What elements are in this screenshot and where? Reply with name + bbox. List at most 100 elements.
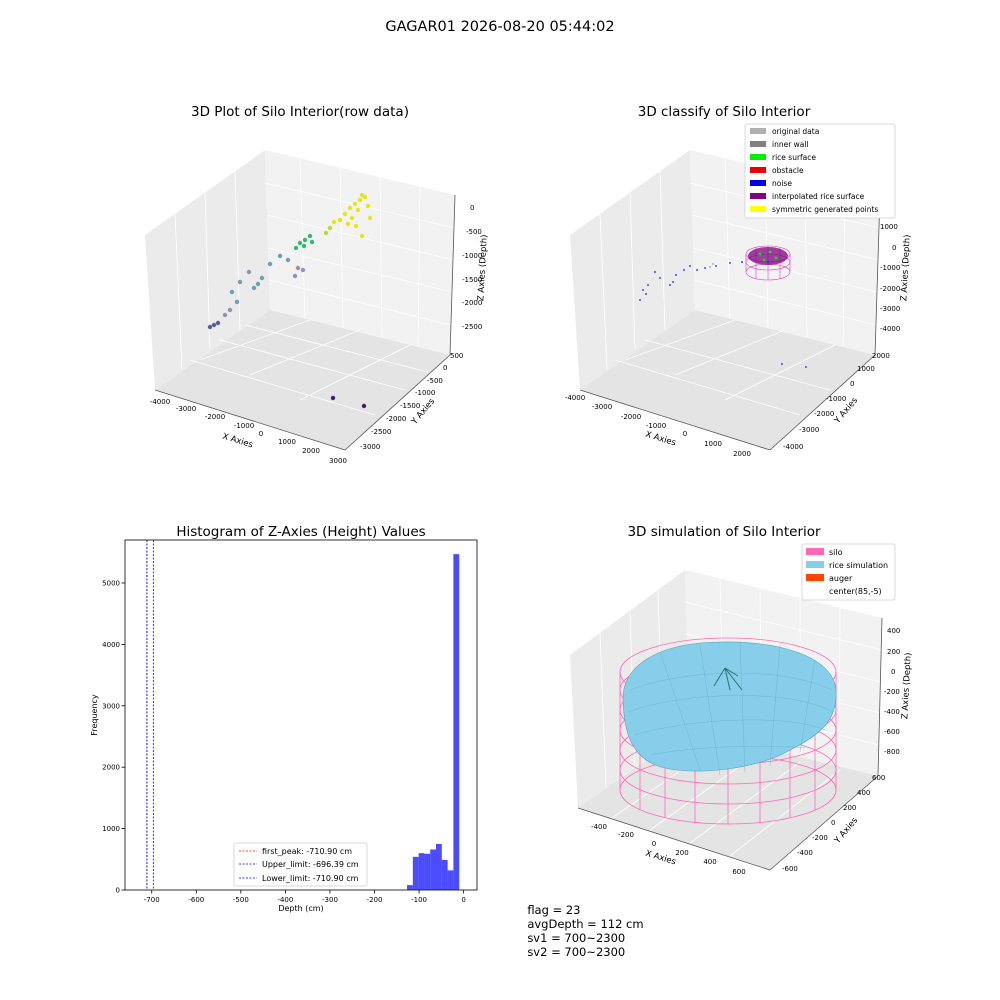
legend-label-original: original data (772, 127, 819, 136)
legend-label-first-peak: first_peak: -710.90 cm (262, 847, 352, 856)
y-tick-label: 3000 (102, 702, 120, 710)
classify-x-tick: 0 (683, 430, 687, 438)
classify-z-tick: -1000 (880, 264, 900, 272)
legend-label-silo: silo (829, 548, 843, 557)
classify-y-tick: 1000 (857, 365, 875, 373)
simulation-z-tick: 400 (887, 627, 900, 635)
histogram-title: Histogram of Z-Axies (Height) Values (176, 524, 425, 540)
status-footer: flag = 23 avgDepth = 112 cm sv1 = 700~23… (520, 889, 653, 959)
x-tick-label: -600 (188, 896, 204, 904)
simulation-x-axis-label: X Axies (644, 849, 677, 868)
simulation-y-tick: -400 (797, 849, 813, 857)
y-tick-label: 1000 (102, 825, 120, 833)
histogram-bar (418, 853, 425, 890)
simulation-x-tick: -400 (591, 823, 607, 831)
classify-y-tick: 2000 (872, 352, 890, 360)
raw-z-tick: -2000 (462, 299, 482, 307)
simulation-panel-title: 3D simulation of Silo Interior (627, 524, 821, 540)
simulation-y-tick: -600 (782, 865, 798, 873)
histogram-plot-area (124, 539, 478, 891)
legend-label-rice-simulation: rice simulation (829, 561, 888, 570)
legend-swatch-interpolated (750, 193, 766, 199)
legend-swatch-inner-wall (750, 141, 766, 147)
classify-y-tick: -3000 (799, 426, 819, 434)
raw-scatter-points (207, 192, 373, 409)
simulation-z-axis-label: Z Axies (Depth) (900, 652, 913, 719)
simulation-x-tick: 200 (675, 849, 688, 857)
histogram-bars (401, 554, 460, 890)
simulation-3d-panel: 3D simulation of Silo Interior (570, 524, 914, 876)
legend-label-rice-surface: rice surface (772, 153, 816, 162)
raw-y-tick: -1000 (415, 389, 435, 397)
histogram-bar (412, 856, 419, 890)
x-tick-label: -400 (277, 896, 293, 904)
classify-z-tick: -3000 (880, 305, 900, 313)
rice-simulation-surface (622, 641, 837, 772)
legend-label-center: center(85,-5) (829, 587, 882, 596)
y-tick-label: 2000 (102, 764, 120, 772)
classify-x-tick: -4000 (565, 394, 585, 402)
legend-label-interpolated: interpolated rice surface (772, 192, 865, 201)
raw-x-tick: 3000 (329, 457, 347, 465)
simulation-x-tick-labels: -400 -200 0 200 400 600 (591, 823, 746, 876)
raw-z-tick: -1500 (462, 276, 482, 284)
classify-legend-items: original data inner wall rice surface ob… (750, 127, 878, 214)
classify-y-tick: 0 (850, 380, 854, 388)
simulation-y-tick: -200 (812, 834, 828, 842)
legend-swatch-rice-simulation (806, 561, 824, 568)
simulation-z-tick: -800 (884, 748, 900, 756)
legend-swatch-rice-surface (750, 154, 766, 160)
simulation-legend-box (801, 543, 896, 601)
legend-swatch-center (806, 587, 824, 594)
y-tick-label: 0 (116, 887, 120, 895)
raw-z-tick: -1000 (462, 252, 482, 260)
raw-panel-title: 3D Plot of Silo Interior(row data) (191, 104, 409, 120)
classify-y-tick-labels: 2000 1000 0 -1000 -2000 -3000 -4000 (783, 352, 890, 451)
raw-z-tick: -2500 (462, 323, 482, 331)
histogram-bar (453, 554, 460, 890)
raw-3d-axes-box (145, 150, 456, 451)
histogram-y-axis-label: Frequency (90, 694, 99, 736)
sv2-text: sv2 = 700~2300 (527, 945, 626, 959)
histogram-x-axis-label: Depth (cm) (278, 904, 323, 913)
classify-rice-surface (758, 250, 778, 262)
legend-swatch-silo (806, 548, 824, 555)
y-tick-label: 5000 (102, 579, 120, 587)
classify-x-tick-labels: -4000 -3000 -2000 -1000 0 1000 2000 (565, 394, 751, 458)
simulation-y-tick: 200 (843, 804, 856, 812)
legend-label-lower-limit: Lower_limit: -710.90 cm (262, 874, 359, 883)
sv1-text: sv1 = 700~2300 (527, 931, 626, 945)
raw-z-tick: -500 (466, 228, 482, 236)
legend-label-upper-limit: Upper_limit: -696.39 cm (262, 860, 359, 869)
simulation-y-tick: 0 (831, 819, 835, 827)
legend-swatch-original (750, 128, 766, 134)
classify-z-tick: 1000 (880, 223, 898, 231)
classify-y-tick: -1000 (826, 395, 846, 403)
simulation-y-tick-labels: 600 400 200 0 -200 -400 -600 (782, 774, 885, 873)
classify-y-tick: -2000 (814, 410, 834, 418)
simulation-z-tick-labels: 400 200 0 -200 -400 -600 -800 (884, 627, 900, 756)
simulation-z-tick: 200 (887, 648, 900, 656)
raw-y-tick: -1500 (400, 402, 420, 410)
histogram-bar (407, 885, 413, 890)
simulation-z-tick: -200 (884, 688, 900, 696)
raw-x-axis-label: X Axies (221, 432, 254, 451)
classify-z-tick: 0 (892, 244, 896, 252)
simulation-x-tick: 0 (652, 840, 656, 848)
raw-x-tick: 1000 (278, 438, 296, 446)
raw-y-axis-label: Y Axies (409, 396, 437, 427)
histogram-bar (436, 843, 442, 890)
classify-x-axis-label: X Axies (644, 430, 677, 449)
classify-x-tick: -3000 (592, 403, 612, 411)
simulation-z-tick: 0 (891, 668, 895, 676)
histogram-panel: Histogram of Z-Axies (Height) Values -70… (90, 524, 478, 913)
classify-3d-panel: 3D classify of Silo Interior -4 (565, 104, 913, 458)
classify-noise-points (639, 261, 807, 368)
classify-y-tick: -4000 (783, 443, 803, 451)
histogram-bar (447, 870, 454, 890)
simulation-z-tick: -600 (884, 728, 900, 736)
histogram-legend: first_peak: -710.90 cm Upper_limit: -696… (233, 842, 368, 887)
classify-z-tick: -4000 (880, 325, 900, 333)
y-tick-label: 4000 (102, 641, 120, 649)
